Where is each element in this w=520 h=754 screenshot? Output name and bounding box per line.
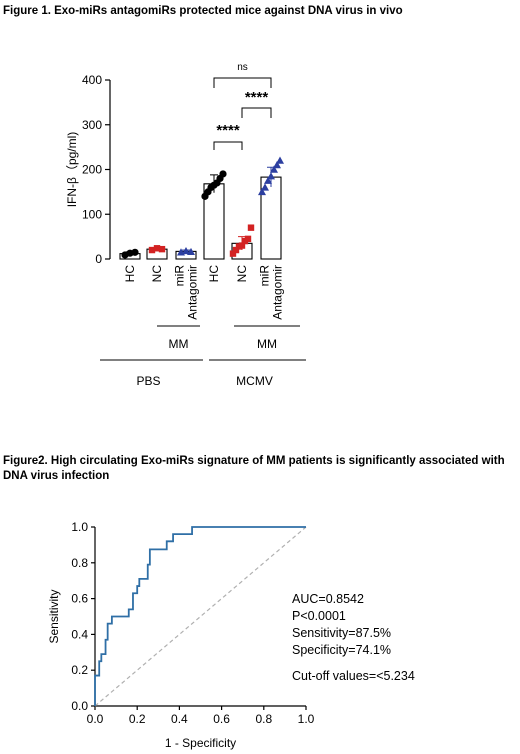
category-label: Antagomir xyxy=(186,265,200,320)
data-point-square xyxy=(244,235,252,243)
x-tick-label: 0.4 xyxy=(171,712,188,726)
y-axis-label: IFN-β（pg/ml) xyxy=(65,132,79,208)
group-label: MM xyxy=(257,337,277,351)
data-point-square xyxy=(158,245,166,253)
x-axis-label: 1 - Specificity xyxy=(165,736,236,750)
group-label: PBS xyxy=(136,374,160,388)
data-point-triangle xyxy=(261,183,269,191)
x-tick-label: 0.6 xyxy=(213,712,230,726)
group-label: MCMV xyxy=(236,374,273,388)
x-tick-label: 1.0 xyxy=(298,712,315,726)
data-point-circle xyxy=(219,170,227,178)
data-point-square xyxy=(238,242,246,249)
y-tick-label: 0 xyxy=(95,252,102,266)
category-label: miR xyxy=(258,265,272,287)
stat-label: AUC=0.8542 xyxy=(292,592,364,606)
x-tick-label: 0.0 xyxy=(87,712,104,726)
category-label: HC xyxy=(123,265,137,283)
significance-bracket xyxy=(213,141,243,150)
data-point-triangle xyxy=(182,246,190,255)
data-point-triangle xyxy=(270,165,278,173)
data-point-circle xyxy=(131,248,139,256)
stat-label: Sensitivity=87.5% xyxy=(292,626,391,640)
category-label: miR xyxy=(173,265,187,287)
data-point-square xyxy=(247,224,255,231)
y-axis-label: Sensitivity xyxy=(47,589,61,643)
data-point-triangle xyxy=(264,176,272,184)
y-tick-label: 200 xyxy=(82,163,102,177)
y-tick-label: 100 xyxy=(82,207,102,221)
category-label: NC xyxy=(150,265,164,283)
figure1-axes: 0 100 200 300 400 IFN-β（pg/ml) xyxy=(65,73,111,266)
category-label: NC xyxy=(235,265,249,283)
significance-bracket xyxy=(213,77,272,88)
data-point-triangle xyxy=(187,247,195,256)
stat-label: Specificity=74.1% xyxy=(292,643,391,657)
data-point-square xyxy=(229,250,237,257)
y-tick-label: 1.0 xyxy=(71,520,88,534)
data-point-square xyxy=(153,245,161,252)
significance-bracket xyxy=(241,107,272,118)
significance-label: **** xyxy=(245,89,269,106)
y-tick-label: 0.4 xyxy=(71,627,88,641)
y-tick-label: 300 xyxy=(82,118,102,132)
y-tick-label: 0.0 xyxy=(71,699,88,713)
figure1-points xyxy=(121,156,284,259)
category-label: Antagomir xyxy=(271,265,285,320)
group-label: MM xyxy=(169,337,189,351)
y-tick-label: 0.6 xyxy=(71,592,88,606)
data-point-triangle xyxy=(273,161,281,169)
data-point-square xyxy=(232,246,240,254)
figure2-stats: AUC=0.8542 P<0.0001 Sensitivity=87.5% Speci… xyxy=(292,592,415,683)
figure2-lines xyxy=(94,526,307,707)
significance-label: ns xyxy=(237,62,248,73)
category-label: HC xyxy=(207,265,221,283)
figure1-significance: **** **** ns xyxy=(213,62,272,150)
data-point-triangle xyxy=(276,156,284,164)
x-tick-label: 0.8 xyxy=(255,712,272,726)
stat-label: Cut-off values=<5.234 xyxy=(292,669,415,683)
figure1-title: Figure 1. Exo-miRs antagomiRs protected … xyxy=(3,5,403,17)
figure2-title: Figure2. High circulating Exo-miRs signa… xyxy=(3,455,505,482)
x-tick-label: 0.2 xyxy=(129,712,146,726)
y-tick-label: 0.2 xyxy=(71,663,88,677)
y-tick-label: 0.8 xyxy=(71,556,88,570)
stat-label: P<0.0001 xyxy=(292,609,346,623)
y-tick-label: 400 xyxy=(82,73,102,87)
figure2-axes: 0.00.0 0.2 0.2 0.4 0.4 0.6 0.6 0.8 0.8 1.0 1.0 1 - … xyxy=(47,520,315,750)
data-point-triangle xyxy=(267,172,275,180)
data-point-triangle xyxy=(258,187,266,196)
roc-curve-line xyxy=(94,526,306,706)
data-point-square xyxy=(148,246,156,254)
significance-label: **** xyxy=(216,122,240,139)
